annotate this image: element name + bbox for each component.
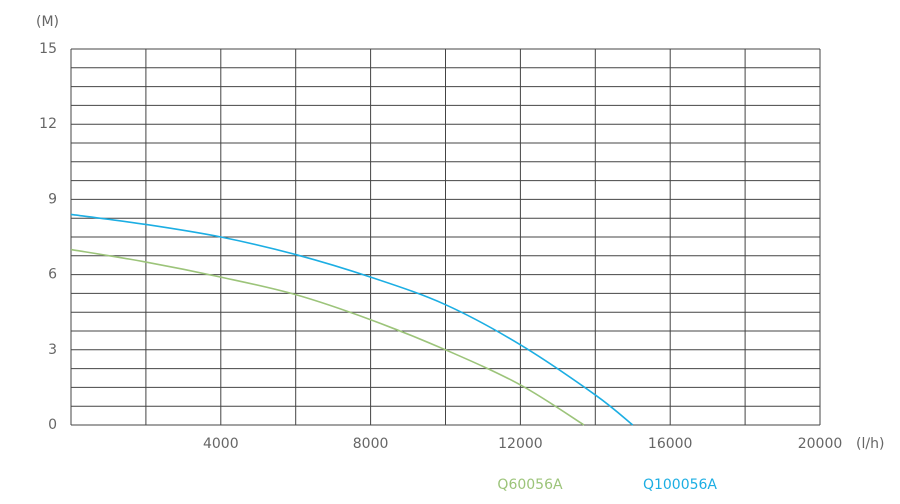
legend-label: Q100056A [643, 477, 717, 493]
y-tick-label: 0 [48, 417, 57, 433]
y-tick-label: 15 [39, 41, 57, 57]
curve [70, 248, 585, 426]
x-tick-label: 12000 [498, 436, 543, 452]
y-tick-label: 6 [48, 267, 57, 283]
x-tick-label: 8000 [353, 436, 389, 452]
y-tick-label: 9 [48, 191, 57, 207]
y-unit: (M) [36, 14, 59, 30]
x-tick-label: 20000 [798, 436, 843, 452]
curve [70, 213, 634, 426]
y-tick-label: 3 [48, 342, 57, 358]
x-unit: (l/h) [856, 436, 884, 452]
y-tick-label: 12 [39, 116, 57, 132]
x-tick-label: 16000 [648, 436, 693, 452]
legend-label: Q60056A [497, 477, 563, 493]
x-tick-label: 4000 [203, 436, 239, 452]
